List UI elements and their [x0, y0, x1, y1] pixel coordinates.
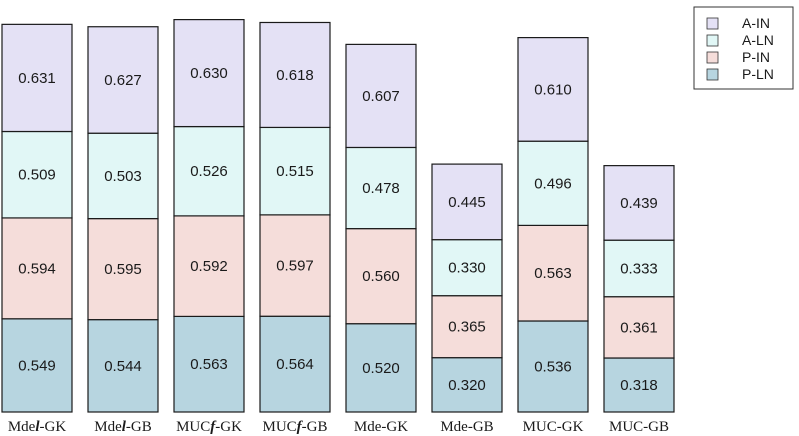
data-label-a-ln-2: 0.503	[104, 168, 142, 185]
data-label-p-in-8: 0.361	[620, 319, 658, 336]
legend-label-a-ln: A-LN	[742, 32, 774, 48]
legend-swatch-p-ln	[706, 68, 719, 81]
data-label-a-in-3: 0.630	[190, 65, 228, 82]
data-label-p-in-4: 0.597	[276, 258, 314, 275]
data-label-a-in-6: 0.445	[448, 194, 486, 211]
bar-p-ln-6	[431, 357, 503, 413]
bar-a-ln-2	[87, 132, 159, 220]
data-label-p-ln-1: 0.549	[18, 357, 56, 374]
bar-a-ln-4	[259, 126, 331, 216]
bar-a-in-5	[345, 43, 417, 149]
data-label-p-ln-8: 0.318	[620, 377, 658, 394]
category-label-2: Mdel-GB	[94, 419, 152, 435]
bar-a-ln-7	[517, 140, 589, 226]
data-label-p-ln-4: 0.564	[276, 356, 314, 373]
bar-a-in-1	[1, 23, 73, 133]
data-label-p-in-5: 0.560	[362, 268, 400, 285]
bars-layer: 0.549 0.594 0.509 0.631 0.544 0.595 0.503 0.627…	[1, 19, 675, 413]
data-label-a-in-1: 0.631	[18, 70, 56, 87]
data-label-a-in-8: 0.439	[620, 195, 658, 212]
data-label-p-ln-7: 0.536	[534, 358, 572, 375]
data-label-p-in-7: 0.563	[534, 265, 572, 282]
data-label-a-ln-6: 0.330	[448, 260, 486, 277]
bar-a-ln-3	[173, 125, 245, 217]
bar-p-in-1	[1, 217, 73, 320]
bar-a-in-7	[517, 36, 589, 142]
legend-swatch-a-in	[706, 17, 719, 30]
legend: A-INA-LNP-INP-LN	[693, 6, 794, 90]
data-label-a-in-4: 0.618	[276, 67, 314, 84]
data-label-a-ln-4: 0.515	[276, 163, 314, 180]
data-label-a-ln-3: 0.526	[190, 163, 228, 180]
bar-p-in-2	[87, 218, 159, 321]
bar-a-in-2	[87, 26, 159, 134]
category-label-4: MUCf-GB	[262, 419, 327, 435]
category-label-8: MUC-GB	[609, 419, 669, 435]
data-label-p-ln-3: 0.563	[190, 356, 228, 373]
category-label-6: Mde-GB	[440, 419, 493, 435]
data-label-p-ln-5: 0.520	[362, 360, 400, 377]
legend-label-a-in: A-IN	[742, 15, 770, 31]
bar-p-ln-3	[173, 315, 245, 413]
category-label-1: Mdel-GK	[8, 419, 66, 435]
data-label-p-in-6: 0.365	[448, 319, 486, 336]
data-label-a-ln-1: 0.509	[18, 167, 56, 184]
bar-a-ln-5	[345, 146, 417, 230]
bar-p-ln-2	[87, 319, 159, 413]
data-label-a-ln-5: 0.478	[362, 180, 400, 197]
legend-label-p-ln: P-LN	[742, 66, 774, 82]
bar-p-ln-8	[603, 357, 675, 413]
data-label-a-ln-8: 0.333	[620, 260, 658, 277]
bar-a-in-6	[431, 163, 503, 241]
bar-p-in-5	[345, 228, 417, 325]
bar-p-ln-7	[517, 320, 589, 413]
category-label-7: MUC-GK	[523, 419, 584, 435]
bar-a-in-4	[259, 21, 331, 129]
data-label-p-ln-6: 0.320	[448, 377, 486, 394]
legend-swatch-a-ln	[706, 34, 719, 47]
data-label-a-ln-7: 0.496	[534, 175, 572, 192]
data-label-a-in-7: 0.610	[534, 81, 572, 98]
bar-p-ln-5	[345, 323, 417, 413]
data-label-p-in-3: 0.592	[190, 258, 228, 275]
category-labels: Mdel-GK Mdel-GB MUCf-GK MUCf-GB Mde-GK Mde-GB…	[8, 419, 669, 435]
bar-p-in-8	[603, 296, 675, 359]
data-label-a-in-2: 0.627	[104, 72, 142, 89]
bar-a-in-3	[173, 19, 245, 128]
legend-swatch-p-in	[706, 51, 719, 64]
bar-a-in-8	[603, 165, 675, 241]
data-label-p-in-2: 0.595	[104, 261, 142, 278]
bar-a-ln-6	[431, 239, 503, 297]
bar-p-in-3	[173, 215, 245, 318]
category-label-3: MUCf-GK	[176, 419, 242, 435]
bar-p-ln-4	[259, 315, 331, 413]
data-label-p-in-1: 0.594	[18, 260, 56, 277]
bar-p-ln-1	[1, 318, 73, 413]
bar-p-in-7	[517, 224, 589, 322]
data-label-p-ln-2: 0.544	[104, 358, 142, 375]
legend-label-p-in: P-IN	[742, 49, 770, 65]
category-label-5: Mde-GK	[354, 419, 408, 435]
data-label-a-in-5: 0.607	[362, 88, 400, 105]
